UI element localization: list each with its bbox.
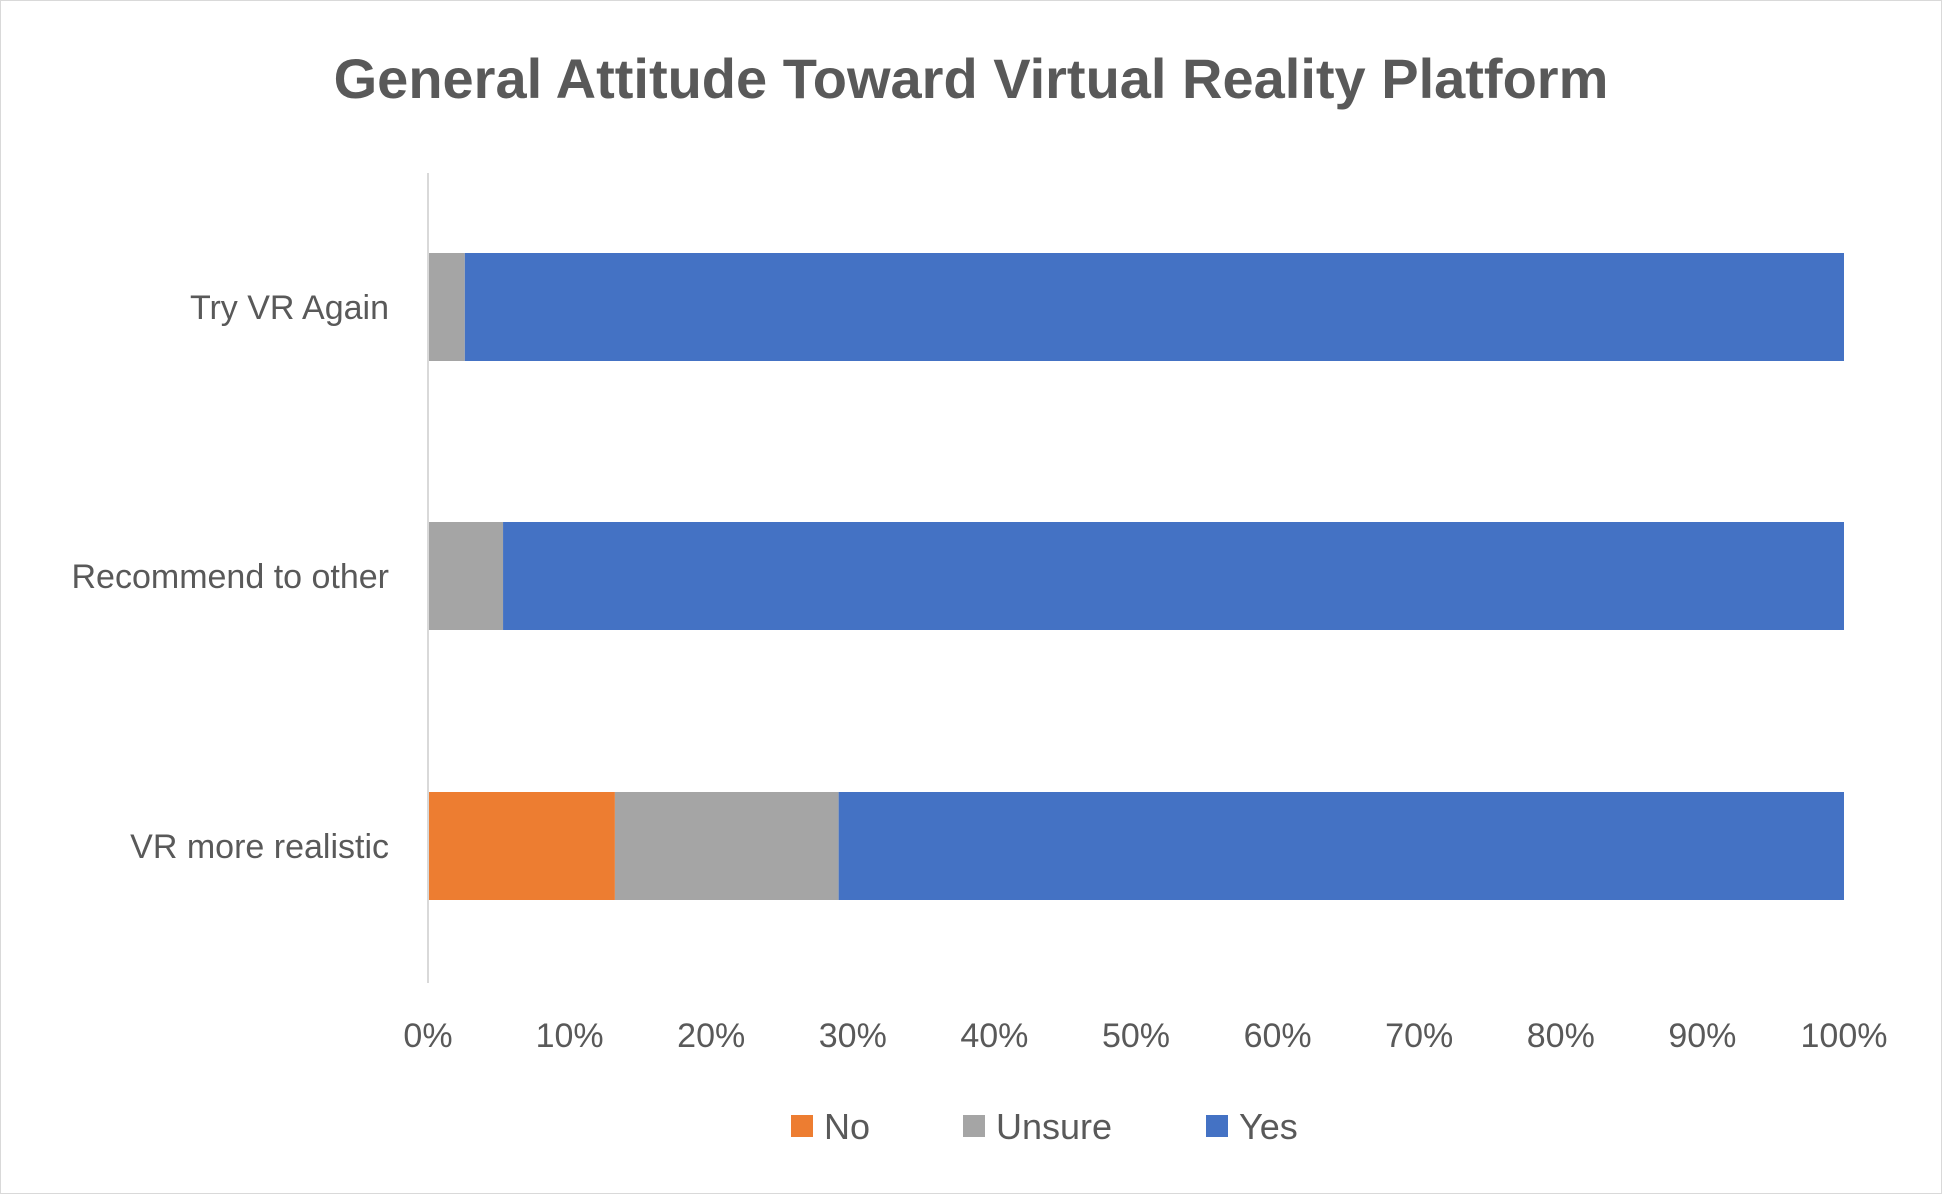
x-axis-tick-labels: 0% 10% 20% 30% 40% 50% 60% 70% 80% 90% 100%	[403, 1017, 1887, 1055]
bar-recommend-to-other-yes	[503, 522, 1845, 630]
category-labels: Try VR Again Recommend to other VR more re…	[72, 289, 390, 866]
legend-swatch-yes	[1206, 1115, 1228, 1137]
x-tick-label: 20%	[677, 1017, 745, 1055]
bar-try-vr-again-yes	[464, 253, 1844, 361]
legend-swatch-no	[791, 1115, 813, 1137]
bar-recommend-to-other-unsure	[428, 522, 504, 630]
bar-try-vr-again-unsure	[428, 253, 465, 361]
chart-title: General Attitude Toward Virtual Reality …	[334, 47, 1609, 110]
category-label-try-vr-again: Try VR Again	[190, 289, 389, 327]
bar-vr-more-realistic-yes	[838, 792, 1844, 900]
x-tick-label: 40%	[960, 1017, 1028, 1055]
x-tick-label: 80%	[1527, 1017, 1595, 1055]
legend: No Unsure Yes	[791, 1106, 1298, 1147]
x-tick-label: 0%	[403, 1017, 452, 1055]
x-tick-label: 90%	[1668, 1017, 1736, 1055]
legend-label-no: No	[824, 1106, 870, 1147]
bars-group	[428, 253, 1845, 900]
legend-swatch-unsure	[963, 1115, 985, 1137]
category-label-recommend-to-other: Recommend to other	[72, 558, 390, 596]
x-tick-label: 50%	[1102, 1017, 1170, 1055]
x-tick-label: 100%	[1801, 1017, 1888, 1055]
x-tick-label: 10%	[536, 1017, 604, 1055]
x-tick-label: 60%	[1244, 1017, 1312, 1055]
bar-vr-more-realistic-no	[428, 792, 615, 900]
x-tick-label: 70%	[1385, 1017, 1453, 1055]
legend-label-yes: Yes	[1239, 1106, 1298, 1147]
x-tick-label: 30%	[819, 1017, 887, 1055]
legend-label-unsure: Unsure	[996, 1106, 1112, 1147]
category-label-vr-more-realistic: VR more realistic	[130, 828, 389, 866]
bar-vr-more-realistic-unsure	[614, 792, 839, 900]
